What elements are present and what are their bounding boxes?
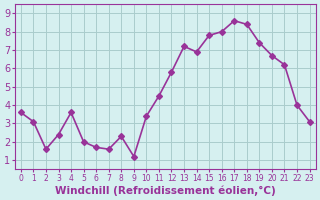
X-axis label: Windchill (Refroidissement éolien,°C): Windchill (Refroidissement éolien,°C)	[55, 185, 276, 196]
